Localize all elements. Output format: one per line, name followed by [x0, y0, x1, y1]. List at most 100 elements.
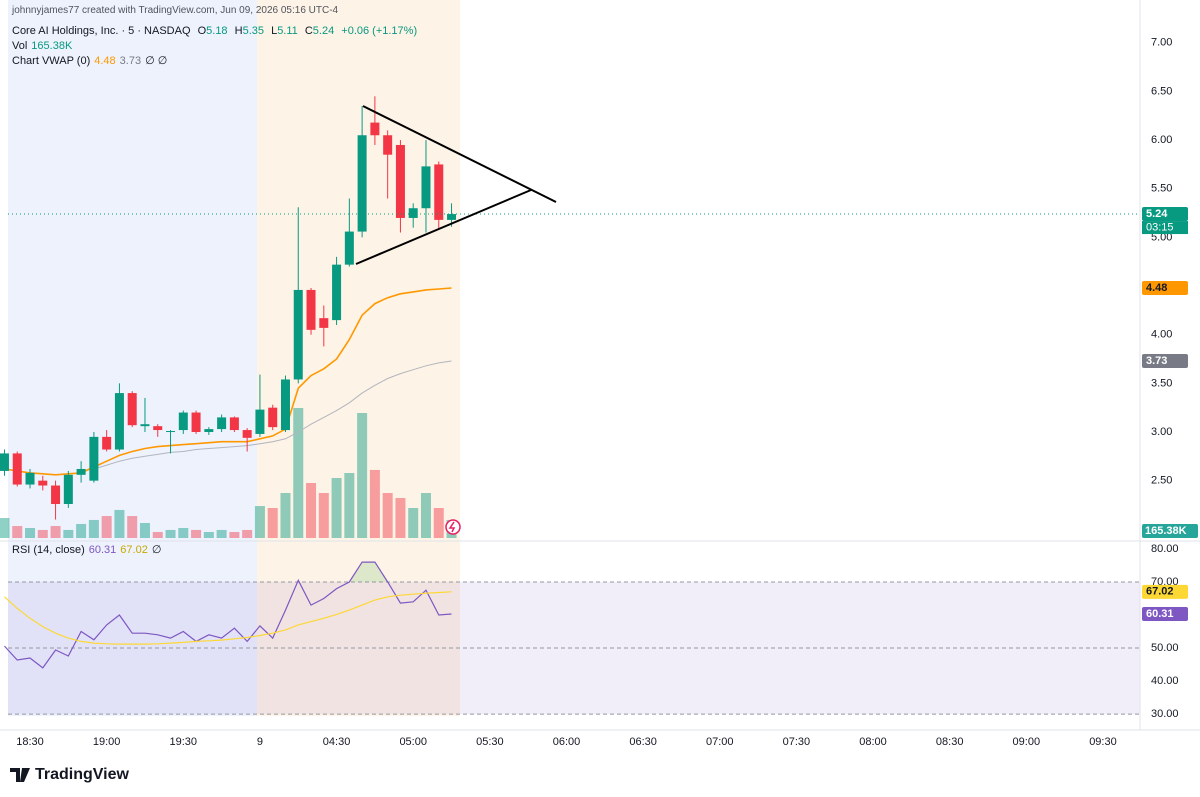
x-tick-label: 09:00	[1013, 736, 1041, 748]
label: C	[304, 25, 313, 37]
candle-body	[0, 453, 9, 471]
volume-bar	[101, 516, 112, 538]
rsi-ma-axis-label-box	[1142, 584, 1188, 599]
brand: TradingView	[35, 766, 130, 783]
rsi-ma-line	[4, 591, 452, 645]
y-tick-label: 3.00	[1151, 426, 1172, 438]
candle-body	[102, 436, 112, 450]
candle-body	[280, 379, 290, 431]
current-price-box	[1142, 207, 1188, 222]
candle-body	[12, 453, 22, 485]
volume-bar	[344, 473, 355, 538]
band-axis-label: 3.73	[1146, 355, 1167, 367]
candle-body	[89, 436, 99, 481]
creator: johnnyjames77 created with TradingView.c…	[12, 5, 339, 16]
vwap-extra: ∅ ∅	[145, 55, 168, 67]
volume-bar	[408, 508, 419, 538]
volume-bar	[254, 506, 265, 538]
candle-body	[255, 409, 265, 434]
rsi-tick-label: 40.00	[1151, 675, 1179, 687]
candle-body	[293, 289, 303, 380]
volume-bar	[216, 529, 227, 538]
x-tick-label: 08:00	[859, 736, 887, 748]
candle-body	[38, 480, 48, 486]
rsi-line	[4, 561, 452, 669]
legend-main: Core AI Holdings, Inc. · 5 · NASDAQ O5.1…	[12, 24, 421, 69]
ohlc-low: L5.11	[271, 25, 298, 37]
volume-axis-label: 165.38K	[1145, 525, 1187, 537]
candle-body	[421, 166, 431, 209]
rsi-tick-label: 30.00	[1151, 708, 1179, 720]
rsi-ma-axis-label: 67.02	[1146, 586, 1174, 598]
y-tick-label: 6.50	[1151, 85, 1172, 97]
change: +0.06 (+1.17%)	[341, 25, 418, 37]
rsi-tick-label: 80.00	[1151, 543, 1179, 555]
volume-bar	[267, 508, 278, 538]
volume-bar	[127, 516, 138, 538]
band-axis-label-box	[1142, 353, 1188, 368]
volume-bar	[331, 478, 342, 538]
y-tick-label: 2.50	[1151, 475, 1172, 487]
candle-body	[153, 426, 163, 431]
ohlc-open: O5.18	[198, 25, 228, 37]
candle-body	[408, 208, 418, 218]
x-tick-label: 04:30	[323, 736, 351, 748]
x-tick-label: 05:00	[399, 736, 427, 748]
volume-bar	[63, 529, 74, 538]
trendline-lower	[355, 189, 532, 265]
x-tick-label: 9	[257, 736, 263, 748]
ohlc-close: C5.24	[305, 25, 334, 37]
volume-bar	[293, 408, 304, 538]
volume-bar	[395, 498, 406, 538]
candle-body	[383, 135, 393, 155]
candle-body	[344, 231, 354, 265]
rsi-band-fill	[8, 581, 1140, 715]
volume-bar	[165, 529, 176, 538]
band-line	[93, 360, 452, 470]
volume-bar	[37, 529, 48, 538]
volume-bar	[76, 523, 87, 538]
volume-bar	[25, 528, 36, 538]
countdown: 03:15	[1146, 221, 1174, 233]
x-tick-label: 09:30	[1089, 736, 1117, 748]
vwap-axis-label: 4.48	[1146, 282, 1167, 294]
volume-bar	[178, 528, 189, 538]
volume-bar	[139, 523, 150, 538]
volume-bar	[191, 529, 202, 538]
volume-bar	[382, 493, 393, 538]
volume-bar	[50, 526, 61, 538]
volume-bar	[369, 469, 380, 538]
volume-bar	[242, 529, 253, 538]
label: L	[271, 25, 278, 37]
volume-bar	[114, 509, 125, 538]
volume-bar	[229, 532, 240, 538]
overbought-fill	[4, 562, 452, 582]
rsi-value: 60.31	[88, 544, 117, 556]
rsi-extra: ∅	[151, 544, 162, 556]
candle-body	[114, 393, 124, 450]
candle-body	[229, 417, 239, 431]
rsi-tick-label: 50.00	[1151, 642, 1179, 654]
candle-body	[76, 468, 86, 475]
candle-body	[370, 122, 380, 136]
candle-body	[217, 417, 227, 430]
alert-icon[interactable]	[445, 519, 461, 535]
candle-body	[25, 472, 35, 485]
candle-body	[166, 431, 176, 433]
legend-rsi: RSI (14, close) 60.31 67.02 ∅	[12, 543, 165, 558]
symbol: Core AI Holdings, Inc. · 5 · NASDAQ	[12, 25, 191, 37]
rsi-name: RSI (14, close)	[12, 544, 85, 556]
rsi-axis-label: 60.31	[1146, 608, 1174, 620]
current-price: 5.24	[1146, 208, 1168, 220]
candle-body	[357, 135, 367, 232]
candle-body	[51, 485, 61, 504]
volume-name: Vol	[12, 40, 28, 52]
rsi-ma-value: 67.02	[120, 544, 148, 556]
volume-axis-box	[1142, 524, 1198, 538]
candle-body	[319, 318, 329, 328]
y-tick-label: 5.50	[1151, 183, 1172, 195]
vwap-name: Chart VWAP (0)	[12, 55, 91, 67]
label: H	[234, 25, 243, 37]
